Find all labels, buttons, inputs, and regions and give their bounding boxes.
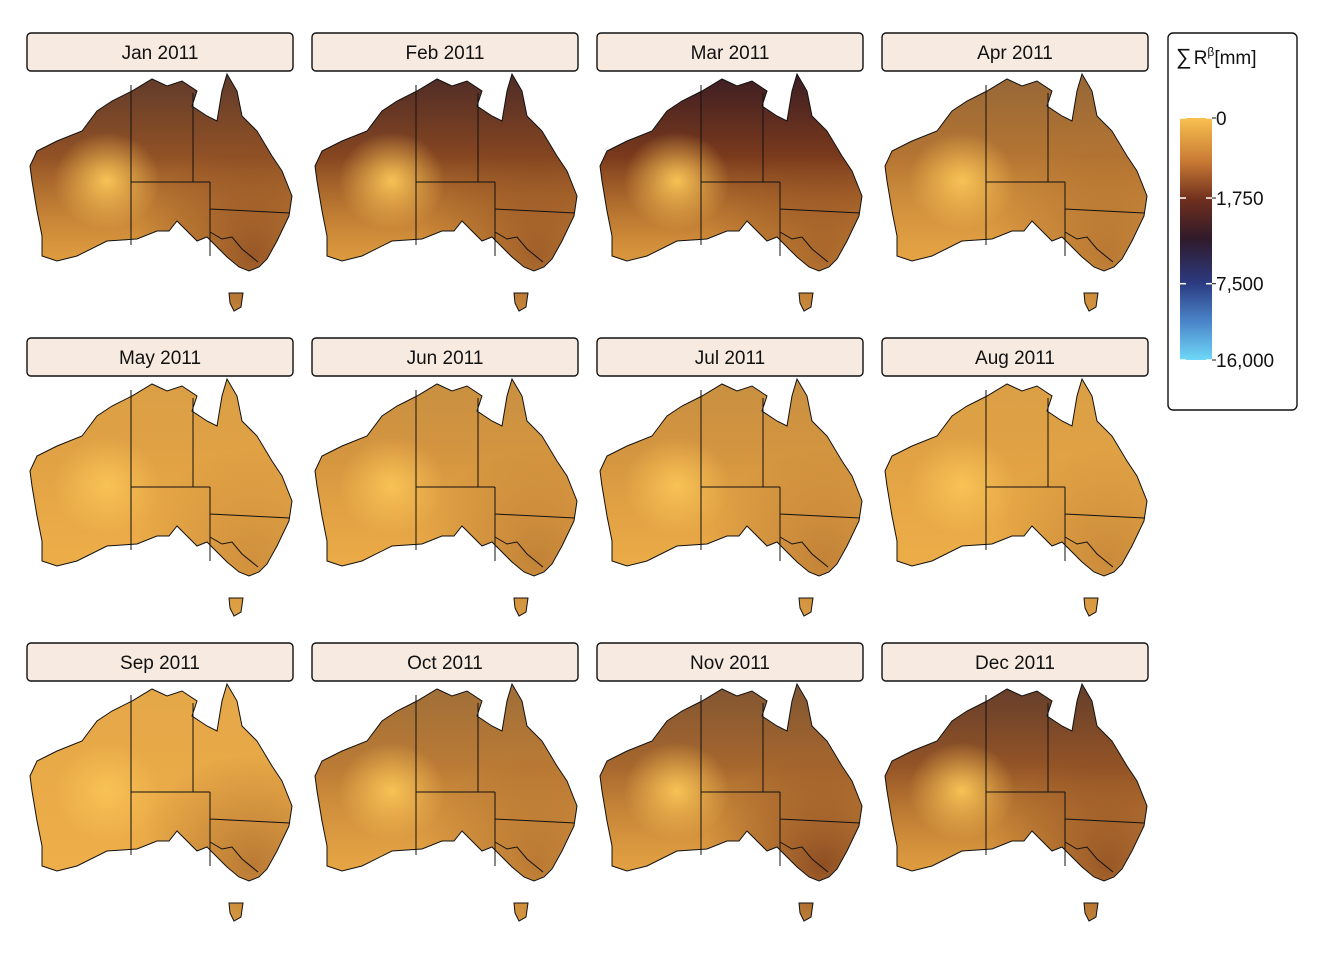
colorbar [1180, 118, 1212, 360]
panel-strip [596, 642, 864, 682]
map [599, 378, 863, 617]
panel-strip [26, 337, 294, 377]
dry-center [885, 684, 1147, 921]
panel-title: Jan 2011 [122, 43, 199, 64]
map-panel: Dec 2011 [881, 642, 1149, 922]
map [314, 683, 578, 922]
panel-strip [881, 337, 1149, 377]
panels: Jan 2011 Feb 2011 Mar 2011 Apr 2011 May 2011… [26, 32, 1149, 922]
panel-title: Jun 2011 [407, 348, 484, 369]
legend-tick-label: 16,000 [1216, 351, 1274, 372]
panel-strip [596, 337, 864, 377]
map-fill [315, 684, 577, 921]
map [29, 73, 293, 312]
panel-title: Mar 2011 [691, 43, 770, 64]
state-borders [130, 390, 291, 568]
panel-strip [311, 642, 579, 682]
map [314, 73, 578, 312]
panel-strip [881, 642, 1149, 682]
map-panel: Jun 2011 [311, 337, 579, 617]
panel-title: Nov 2011 [690, 653, 770, 674]
dry-center [30, 379, 292, 616]
state-borders [985, 390, 1146, 568]
legend-tick-label: 0 [1216, 109, 1227, 130]
map-panel: Sep 2011 [26, 642, 294, 922]
map-panel: Mar 2011 [596, 32, 864, 312]
panel-title: Dec 2011 [975, 653, 1055, 674]
dry-center [885, 74, 1147, 311]
legend-tick-label: 1,750 [1216, 189, 1264, 210]
state-borders [415, 390, 576, 568]
map [884, 378, 1148, 617]
panel-strip [881, 32, 1149, 72]
state-borders [700, 695, 861, 873]
map-fill [315, 379, 577, 616]
state-borders [700, 85, 861, 263]
panel-title: Feb 2011 [406, 43, 485, 64]
map-panel: May 2011 [26, 337, 294, 617]
state-borders [130, 695, 291, 873]
panel-title: Jul 2011 [695, 348, 765, 369]
panel-title: Apr 2011 [977, 43, 1053, 64]
map [29, 683, 293, 922]
map-panel: Jan 2011 [26, 32, 294, 312]
dry-center [600, 74, 862, 311]
map-fill [885, 684, 1147, 921]
dry-center [315, 684, 577, 921]
map [599, 73, 863, 312]
panel-strip [596, 32, 864, 72]
map [884, 73, 1148, 312]
map-panel: Oct 2011 [311, 642, 579, 922]
legend-title: ∑ Rβ[mm] [1176, 44, 1257, 69]
legend: ∑ Rβ[mm] 0 1,750 7,500 16,000 [1167, 32, 1298, 411]
map-fill [30, 74, 292, 311]
map-panel: Nov 2011 [596, 642, 864, 922]
dry-center [600, 379, 862, 616]
map-panel: Apr 2011 [881, 32, 1149, 312]
map-fill [315, 74, 577, 311]
panel-strip [311, 32, 579, 72]
panel-strip [311, 337, 579, 377]
state-borders [415, 85, 576, 263]
map-fill [30, 379, 292, 616]
map [884, 683, 1148, 922]
state-borders [985, 695, 1146, 873]
dry-center [30, 684, 292, 921]
map-fill [885, 379, 1147, 616]
state-borders [130, 85, 291, 263]
panel-title: Aug 2011 [975, 348, 1055, 369]
dry-center [315, 379, 577, 616]
map [599, 683, 863, 922]
dry-center [315, 74, 577, 311]
state-borders [985, 85, 1146, 263]
map-fill [600, 74, 862, 311]
map [314, 378, 578, 617]
map-panel: Jul 2011 [596, 337, 864, 617]
dry-center [885, 379, 1147, 616]
panel-strip [26, 642, 294, 682]
panel-strip [26, 32, 294, 72]
panel-title: Sep 2011 [120, 653, 200, 674]
map [29, 378, 293, 617]
map-fill [600, 684, 862, 921]
state-borders [415, 695, 576, 873]
dry-center [30, 74, 292, 311]
map-fill [30, 684, 292, 921]
map-panel: Feb 2011 [311, 32, 579, 312]
map-fill [885, 74, 1147, 311]
panel-title: May 2011 [119, 348, 201, 369]
map-fill [600, 379, 862, 616]
dry-center [600, 684, 862, 921]
state-borders [700, 390, 861, 568]
panel-title: Oct 2011 [407, 653, 483, 674]
map-panel: Aug 2011 [881, 337, 1149, 617]
legend-tick-label: 7,500 [1216, 275, 1264, 296]
